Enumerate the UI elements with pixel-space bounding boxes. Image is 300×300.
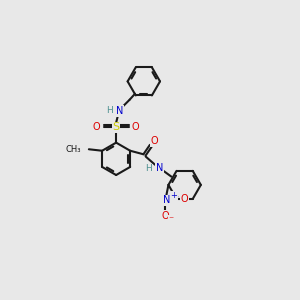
Text: O: O (181, 194, 188, 204)
Text: H: H (146, 164, 152, 173)
Text: N: N (116, 106, 124, 116)
Text: ⁻: ⁻ (169, 215, 174, 225)
Text: S: S (112, 122, 120, 132)
Text: H: H (106, 106, 113, 115)
Text: +: + (170, 191, 177, 200)
Text: O: O (162, 211, 169, 221)
Text: CH₃: CH₃ (65, 145, 81, 154)
Text: O: O (132, 122, 140, 132)
Text: O: O (151, 136, 158, 146)
Text: O: O (93, 122, 100, 132)
Text: N: N (163, 195, 171, 205)
Text: N: N (156, 163, 163, 173)
